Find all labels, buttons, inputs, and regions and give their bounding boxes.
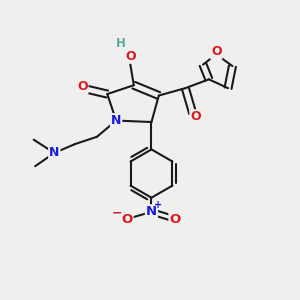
Text: O: O xyxy=(122,213,133,226)
Text: H: H xyxy=(116,37,126,50)
Text: N: N xyxy=(146,205,157,218)
Text: N: N xyxy=(111,114,121,127)
Text: N: N xyxy=(49,146,59,159)
Text: O: O xyxy=(211,45,222,58)
Text: +: + xyxy=(154,200,162,210)
Text: O: O xyxy=(125,50,136,63)
Text: −: − xyxy=(112,206,122,220)
Text: O: O xyxy=(169,213,181,226)
Text: O: O xyxy=(190,110,201,123)
Text: O: O xyxy=(77,80,88,93)
